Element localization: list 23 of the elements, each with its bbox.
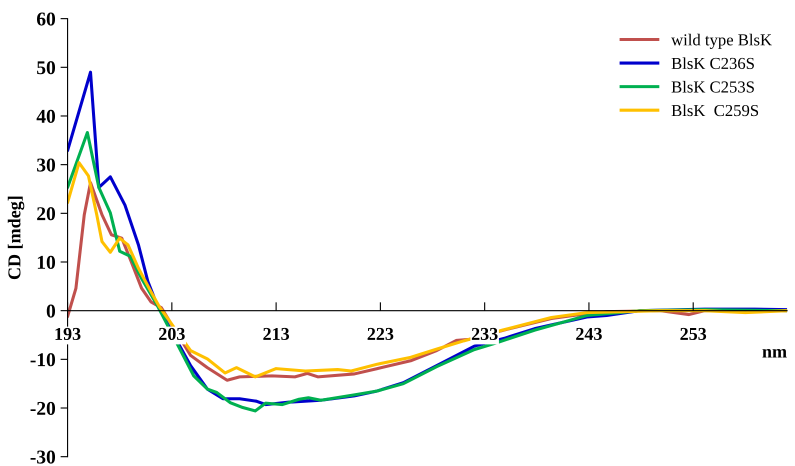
x-tick-label: 203: [159, 328, 185, 340]
x-tick-label: 233: [472, 328, 498, 340]
y-tick-label: -10: [30, 353, 56, 366]
y-tick-label: -20: [30, 402, 56, 415]
y-tick-label: 30: [37, 158, 56, 172]
x-tick-label: 223: [368, 328, 394, 340]
y-tick-label: 40: [36, 110, 56, 123]
x-axis-title: nm: [762, 349, 787, 358]
legend-label: BlsK C236S: [672, 57, 754, 70]
y-tick-label: 50: [37, 61, 56, 74]
y-tick-label: 0: [46, 304, 56, 318]
x-tick-label: 193: [55, 328, 80, 340]
y-tick-label: 60: [36, 12, 56, 26]
x-tick-label: 243: [576, 328, 602, 340]
x-tick-label: 253: [680, 328, 706, 340]
y-tick-label: 10: [38, 256, 56, 269]
y-axis-title: CD [mdeg]: [8, 196, 24, 280]
legend-label: wild type BlsK: [671, 34, 772, 49]
y-tick-label: 20: [37, 207, 56, 220]
legend-label: BlsK C259S: [672, 104, 758, 116]
y-tick-label: -30: [30, 450, 56, 464]
legend-label: BlsK C253S: [672, 80, 754, 93]
x-tick-label: 213: [263, 328, 290, 340]
